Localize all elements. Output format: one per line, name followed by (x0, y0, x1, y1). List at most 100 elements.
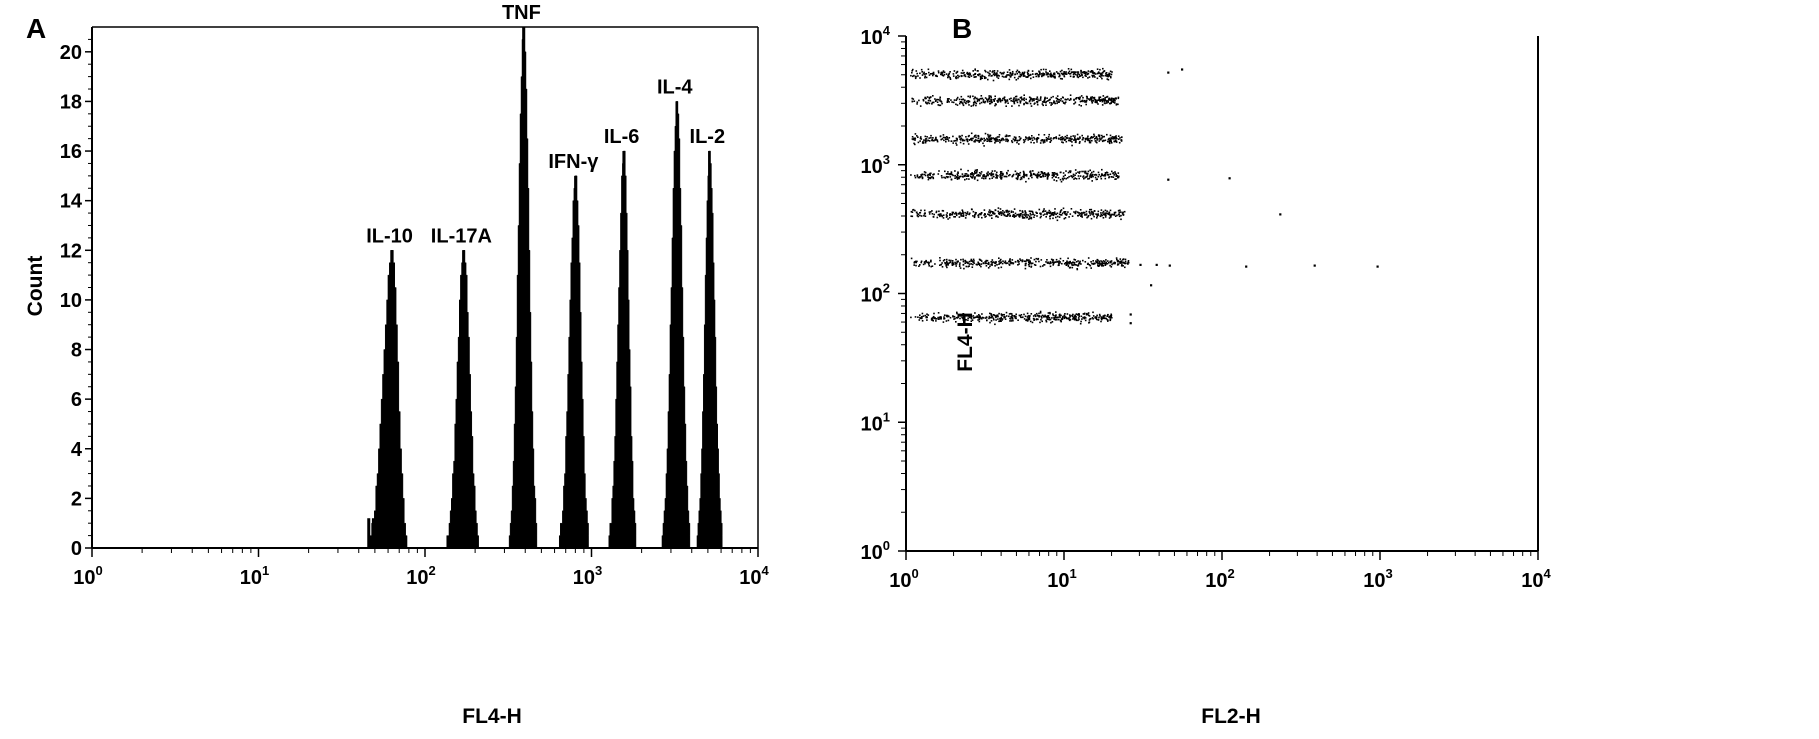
scatter-point (1279, 213, 1282, 216)
scatter-point (1060, 314, 1062, 317)
scatter-point (1027, 259, 1030, 262)
scatter-point (932, 173, 934, 176)
scatter-point (1030, 265, 1033, 268)
scatter-point (1050, 321, 1052, 324)
scatter-point (1100, 99, 1102, 101)
scatter-point (1051, 103, 1053, 105)
scatter-point (911, 136, 914, 138)
scatter-point (1063, 71, 1066, 73)
scatter-point (986, 98, 988, 100)
scatter-point (1102, 265, 1105, 267)
scatter-point (1098, 316, 1100, 319)
scatter-point (1085, 214, 1087, 216)
scatter-point (1063, 102, 1065, 104)
scatter-point (992, 212, 994, 215)
scatter-point (1110, 260, 1113, 262)
scatter-point (959, 135, 962, 138)
scatter-point (971, 137, 973, 140)
scatter-point (918, 176, 921, 179)
scatter-point (1087, 257, 1090, 259)
scatter-point (930, 318, 933, 321)
scatter-point (1001, 176, 1003, 179)
scatter-point (945, 138, 947, 141)
scatter-point (1124, 260, 1127, 263)
scatter-point (916, 260, 918, 263)
scatter-point (924, 135, 927, 138)
scatter-point (1055, 258, 1058, 261)
scatter-point (1000, 266, 1003, 269)
scatter-point (1020, 314, 1023, 316)
panel-b-letter: B (952, 13, 972, 44)
scatter-point (1026, 216, 1029, 218)
scatter-point (940, 100, 942, 102)
scatter-point (960, 95, 963, 98)
scatter-point (1085, 73, 1087, 75)
scatter-point (1075, 97, 1077, 100)
scatter-point (955, 77, 958, 80)
scatter-point (940, 263, 942, 266)
scatter-point (1101, 140, 1104, 143)
scatter-point (1110, 213, 1112, 216)
scatter-point (953, 318, 955, 320)
scatter-point (959, 315, 962, 317)
scatter-point (1119, 137, 1121, 139)
scatter-point (1103, 174, 1105, 177)
scatter-point (927, 99, 930, 102)
scatter-point (1016, 72, 1019, 75)
scatter-point (952, 101, 955, 104)
scatter-point (979, 175, 981, 177)
scatter-point (1081, 134, 1083, 137)
scatter-point (1002, 97, 1004, 100)
scatter-point (1019, 315, 1021, 317)
scatter-point (1091, 72, 1094, 74)
scatter-point (977, 174, 980, 176)
scatter-point (1070, 208, 1073, 210)
scatter-point (943, 71, 946, 74)
scatter-point (1106, 102, 1108, 104)
scatter-point (1042, 74, 1045, 77)
scatter-point (1068, 99, 1071, 101)
scatter-point (1167, 178, 1170, 181)
scatter-point (964, 211, 966, 214)
scatter-point (1039, 216, 1042, 219)
scatter-point (1063, 177, 1066, 180)
scatter-point (913, 264, 915, 266)
scatter-point (925, 140, 928, 142)
scatter-point (1062, 315, 1064, 318)
scatter-point (1087, 70, 1090, 72)
scatter-point (1106, 315, 1108, 317)
scatter-point (1038, 260, 1040, 263)
scatter-point (1060, 180, 1063, 183)
scatter-point (989, 211, 992, 213)
scatter-point (933, 312, 935, 315)
scatter-point (953, 70, 956, 72)
scatter-point (1100, 320, 1102, 323)
scatter-point (1066, 134, 1068, 137)
scatter-point (978, 141, 980, 143)
scatter-point (1079, 260, 1081, 263)
scatter-point (1110, 216, 1112, 218)
scatter-point (1051, 213, 1054, 216)
scatter-point (1101, 214, 1104, 217)
scatter-point (990, 137, 993, 139)
scatter-point (970, 320, 973, 322)
scatter-point (956, 177, 959, 179)
scatter-point (1022, 98, 1025, 100)
scatter-point (932, 71, 935, 74)
scatter-point (1076, 268, 1079, 271)
scatter-point (919, 140, 921, 142)
scatter-point (1097, 72, 1099, 74)
scatter-point (1065, 264, 1068, 266)
scatter-point (1055, 261, 1057, 263)
scatter-point (1093, 98, 1096, 100)
scatter-point (974, 69, 976, 71)
scatter-point (911, 69, 913, 72)
scatter-point (1101, 174, 1103, 177)
scatter-point (1002, 314, 1004, 316)
scatter-point (1110, 140, 1112, 142)
scatter-point (967, 72, 970, 75)
scatter-point (1072, 261, 1075, 264)
scatter-point (1061, 177, 1064, 180)
scatter-point (997, 101, 999, 103)
scatter-point (962, 215, 965, 217)
